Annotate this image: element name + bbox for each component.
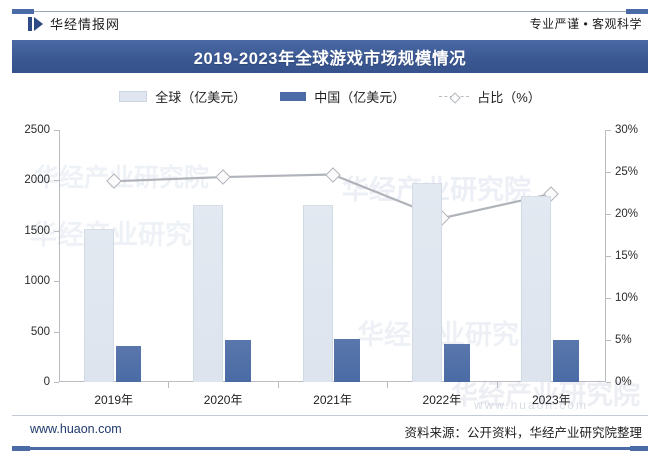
brand-name: 华经情报网 [50,17,121,32]
y-tick-label-right: 25% [615,166,639,178]
x-tick [387,382,389,388]
x-tick [496,382,498,388]
y-tick-label-left: 2500 [24,124,50,136]
x-tick-label: 2022年 [422,393,462,407]
footer-source: 资料来源：公开资料，华经产业研究院整理 [404,426,642,440]
bar-china[interactable] [443,343,470,382]
footer-divider [12,415,648,416]
top-divider [12,9,648,14]
y-tick-right [606,172,611,173]
legend-label-china: 中国（亿美元） [314,90,406,105]
header-bar: 华经情报网 专业严谨 • 客观科学 [12,14,648,38]
y-tick-label-right: 15% [615,250,639,262]
y-tick-label-right: 30% [615,124,639,136]
y-tick-left [54,331,59,333]
top-divider-cap-left [12,9,34,14]
footer-rule [12,446,648,451]
bar-china[interactable] [225,339,251,382]
bar-china[interactable] [553,339,579,382]
chart-legend: 全球（亿美元） 中国（亿美元） 占比（%） [12,87,648,106]
y-tick-left [54,382,59,383]
top-divider-cap-right [626,9,648,14]
bar-china[interactable] [334,338,361,382]
y-tick-label-right: 20% [615,208,639,220]
bar-global[interactable] [302,204,333,382]
y-tick-label-right: 0% [615,376,632,388]
y-axis-left [59,130,60,382]
y-tick-right [606,298,611,299]
bar-global[interactable] [83,228,114,382]
legend-swatch-china-icon [280,92,307,101]
legend-swatch-global-icon [119,91,148,102]
x-tick-label: 2023年 [531,393,571,407]
legend-item-global[interactable]: 全球（亿美元） [119,87,246,106]
header-tagline: 专业严谨 • 客观科学 [529,17,642,31]
footer-rule-cap-right [630,446,648,451]
x-tick-label: 2020年 [203,393,243,407]
footer: www.huaon.com 资料来源：公开资料，华经产业研究院整理 [12,415,648,451]
y-tick-left [54,180,59,182]
bar-china[interactable] [115,346,142,382]
x-tick-label: 2019年 [94,393,134,407]
legend-item-share[interactable]: 占比（%） [439,87,541,106]
y-tick-right [606,130,611,131]
y-tick-right [606,340,611,341]
y-tick-right [606,256,611,257]
y-tick-label-left: 2000 [24,174,50,187]
brand-logo: 华经情报网 [28,14,120,33]
legend-label-share: 占比（%） [477,90,541,105]
line-series-layer [59,130,606,382]
y-tick-label-left: 1000 [24,275,50,288]
footer-rule-cap-left [12,446,30,451]
page-title: 2019-2023年全球游戏市场规模情况 [193,49,467,68]
bar-global[interactable] [521,195,552,382]
x-tick [168,382,170,388]
bar-global[interactable] [193,205,224,382]
x-tick-label: 2021年 [313,393,352,407]
plot-area: 0 500 1000 1500 2000 2500 0% 5% 10% 15% 20% 25% 30% 2… [24,124,638,407]
legend-swatch-share-line-icon [439,91,470,104]
y-tick-right [606,214,611,215]
x-tick [277,382,279,388]
y-tick-label-left: 1500 [24,224,50,237]
y-tick-left [54,230,59,232]
chart-area: 华经产业研究院 华经产业研究院 华经产业研究院 华经产业研究院 华经产业研究院 … [12,73,648,415]
footer-site[interactable]: www.huaon.com [30,422,122,436]
y-tick-right [606,382,611,383]
y-tick-label-right: 10% [615,292,639,304]
y-tick-label-right: 5% [615,334,632,346]
legend-item-china[interactable]: 中国（亿美元） [280,87,405,106]
y-tick-left [54,130,59,131]
y-tick-label-left: 500 [30,325,50,338]
y-axis-right [605,130,606,382]
play-bars-logo-icon [28,16,43,31]
bar-global[interactable] [412,183,442,382]
chart-title-band: 2019-2023年全球游戏市场规模情况 [12,40,648,73]
y-tick-label-left: 0 [43,376,50,388]
y-tick-left [54,281,59,283]
legend-label-global: 全球（亿美元） [155,90,247,105]
